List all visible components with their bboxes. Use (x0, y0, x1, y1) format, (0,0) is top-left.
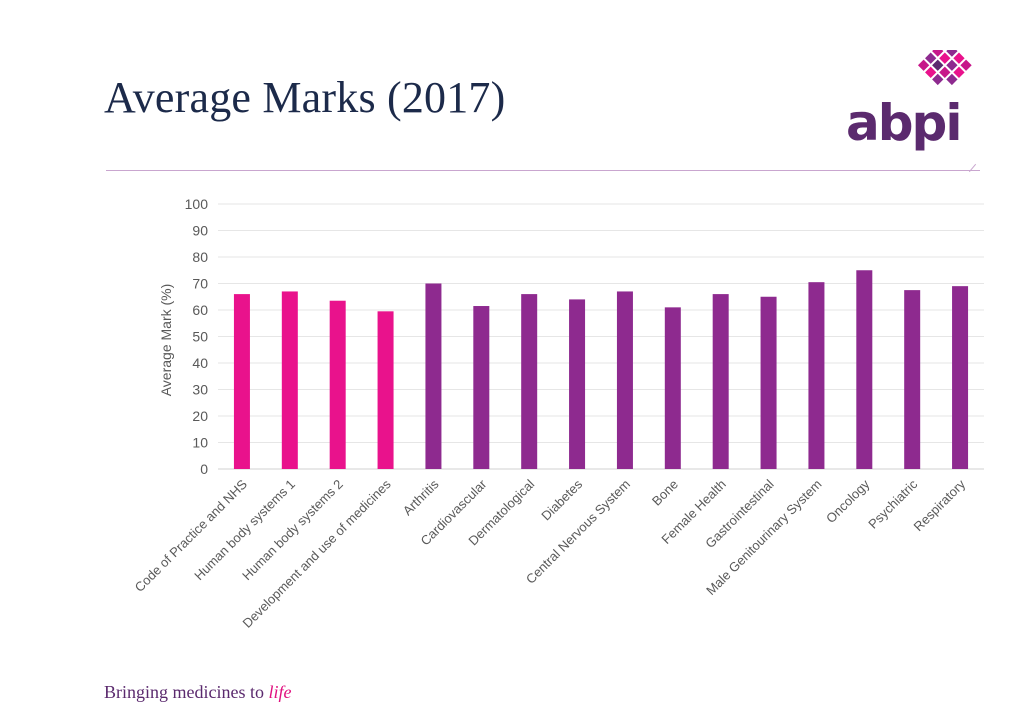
y-tick-label: 0 (200, 461, 208, 477)
bar (329, 300, 346, 469)
y-tick-label: 100 (185, 196, 209, 212)
bar (760, 296, 777, 469)
bar (377, 311, 394, 469)
y-tick-label: 20 (192, 408, 208, 424)
bar (425, 283, 442, 469)
x-tick-label: Diabetes (538, 476, 585, 523)
y-tick-label: 80 (192, 249, 208, 265)
bar (473, 306, 490, 469)
bar (664, 307, 681, 469)
y-tick-label: 10 (192, 435, 208, 451)
bar (233, 294, 250, 469)
tree-pixel-icon (917, 50, 972, 86)
x-tick-label: Respiratory (911, 476, 969, 534)
bar (569, 299, 586, 469)
bar (904, 290, 921, 469)
bar (712, 294, 729, 469)
y-axis-ticks: 0 10 20 30 40 50 60 70 80 90 100 (185, 196, 209, 477)
y-axis-label: Average Mark (%) (158, 284, 174, 397)
logo-text: abpi (846, 94, 962, 152)
y-tick-label: 50 (192, 329, 208, 345)
x-tick-label: Oncology (823, 476, 873, 526)
y-tick-label: 30 (192, 382, 208, 398)
bar (952, 286, 969, 469)
bar (808, 282, 825, 469)
y-tick-label: 60 (192, 302, 208, 318)
abpi-logo: abpi (846, 50, 986, 160)
tagline-emphasis: life (268, 682, 292, 702)
bar (281, 291, 298, 469)
footer-tagline: Bringing medicines to life (104, 682, 291, 703)
page-title: Average Marks (2017) (104, 73, 506, 122)
bars (233, 270, 969, 469)
bar (616, 291, 633, 469)
x-tick-label: Arthritis (400, 476, 442, 518)
header-divider (106, 170, 980, 171)
y-tick-label: 40 (192, 355, 208, 371)
y-tick-label: 70 (192, 276, 208, 292)
bar (521, 294, 538, 469)
x-tick-label: Bone (649, 477, 681, 509)
bar (856, 270, 873, 469)
tagline-prefix: Bringing medicines to (104, 682, 264, 702)
y-tick-label: 90 (192, 223, 208, 239)
